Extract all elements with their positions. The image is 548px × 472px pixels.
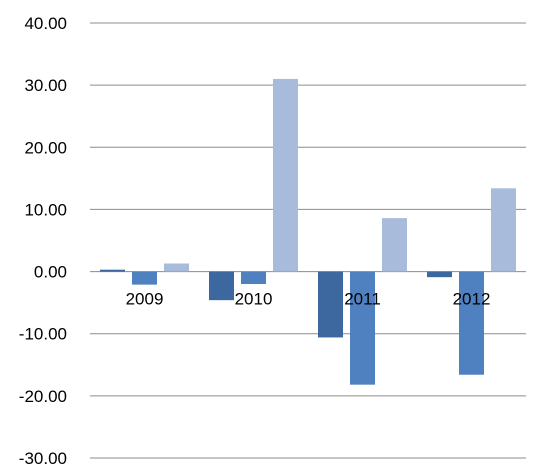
category-label-2009: 2009	[126, 290, 164, 309]
bar-2010-series-1	[209, 271, 234, 301]
bar-2009-series-1	[100, 269, 125, 272]
y-tick-label: -20.00	[19, 387, 67, 406]
bar-2011-series-1	[318, 271, 343, 338]
bar-2011-series-3	[382, 218, 407, 272]
bar-series	[100, 78, 516, 385]
bar-2009-series-3	[164, 263, 189, 272]
y-tick-label: 0.00	[34, 263, 67, 282]
y-tick-label: 30.00	[24, 76, 67, 95]
bar-2009-series-2	[132, 271, 157, 285]
category-labels: 2009 2010 2011 2012	[126, 290, 491, 309]
y-tick-label: -30.00	[19, 449, 67, 468]
gridlines	[90, 22, 526, 459]
category-label-2011: 2011	[344, 290, 381, 309]
y-tick-label: 20.00	[24, 138, 67, 157]
bar-2010-series-3	[273, 78, 298, 272]
category-label-2012: 2012	[453, 290, 491, 309]
bar-2012-series-2	[459, 271, 484, 375]
category-label-2010: 2010	[235, 290, 273, 309]
y-tick-label: -10.00	[19, 325, 67, 344]
bar-2012-series-3	[491, 188, 516, 272]
y-tick-label: 40.00	[24, 14, 67, 33]
y-tick-label: 10.00	[24, 200, 67, 219]
bar-2011-series-2	[350, 271, 375, 385]
bar-2010-series-2	[241, 271, 266, 284]
y-axis-tick-labels: 40.00 30.00 20.00 10.00 0.00 -10.00 -20.00 -30.…	[19, 14, 67, 468]
bar-2012-series-1	[427, 271, 452, 278]
